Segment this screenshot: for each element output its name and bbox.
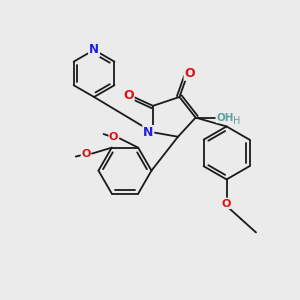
Text: O: O [222,199,231,208]
Text: O: O [123,89,134,102]
Text: N: N [143,126,153,139]
Text: O: O [81,148,91,159]
Text: OH: OH [216,112,234,123]
Text: O: O [184,67,195,80]
Text: H: H [233,116,241,126]
Text: N: N [89,44,99,56]
Text: O: O [109,132,118,142]
